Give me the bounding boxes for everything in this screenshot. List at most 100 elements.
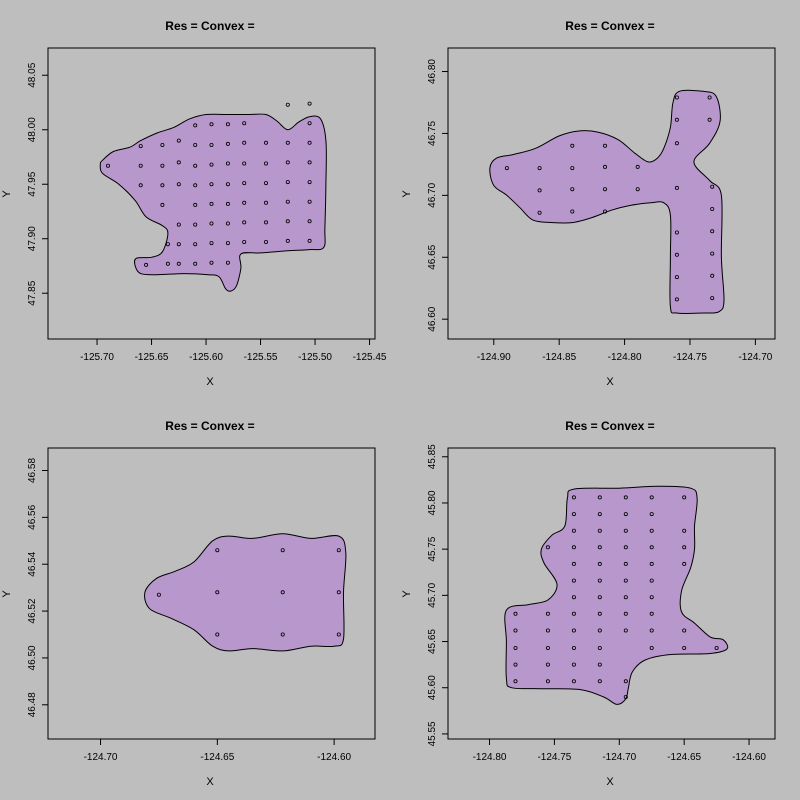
- data-point: [307, 238, 312, 243]
- data-point: [649, 561, 654, 566]
- data-point: [571, 578, 576, 583]
- data-point: [513, 662, 518, 667]
- x-axis: -125.70 -125.65 -125.60 -125.55 -125.50 -125.…: [80, 338, 387, 363]
- y-tick-label: 46.80: [427, 59, 438, 84]
- data-point: [209, 241, 214, 246]
- data-point: [710, 296, 715, 301]
- data-point: [225, 260, 230, 265]
- y-tick-label: 45.85: [427, 444, 438, 469]
- panel: Res = Convex = -125.70 -125.65 -125.60 -125…: [1, 19, 387, 388]
- data-point: [597, 561, 602, 566]
- y-tick-label: 48.05: [27, 62, 38, 87]
- data-point: [242, 239, 247, 244]
- x-tick-label: -124.90: [477, 352, 511, 363]
- x-tick-label: -125.60: [189, 352, 223, 363]
- y-axis-label: Y: [1, 190, 13, 198]
- y-tick-label: 47.85: [27, 280, 38, 305]
- data-point: [545, 545, 550, 550]
- data-point: [597, 628, 602, 633]
- data-point: [106, 163, 111, 168]
- data-point: [597, 578, 602, 583]
- data-point: [285, 238, 290, 243]
- data-point: [603, 143, 608, 148]
- y-tick-label: 47.90: [27, 226, 38, 251]
- data-point: [570, 166, 575, 171]
- data-point: [649, 545, 654, 550]
- data-point: [545, 611, 550, 616]
- data-point: [682, 528, 687, 533]
- data-point: [280, 548, 285, 553]
- data-point: [307, 199, 312, 204]
- x-axis: -124.70 -124.65 -124.60: [84, 738, 352, 763]
- data-point: [649, 595, 654, 600]
- data-point: [649, 495, 654, 500]
- data-point: [285, 140, 290, 145]
- data-point: [674, 95, 679, 100]
- x-tick-label: -124.75: [537, 752, 571, 763]
- data-point: [156, 592, 161, 597]
- data-point: [280, 632, 285, 637]
- data-point: [674, 141, 679, 146]
- data-point: [225, 122, 230, 127]
- x-tick-label: -125.65: [135, 352, 169, 363]
- data-point: [225, 221, 230, 226]
- data-point: [597, 679, 602, 684]
- y-tick-label: 46.58: [27, 458, 38, 483]
- data-point: [570, 143, 575, 148]
- data-point: [674, 275, 679, 280]
- data-point: [571, 595, 576, 600]
- y-tick-label: 48.00: [27, 117, 38, 142]
- data-point: [714, 646, 719, 651]
- y-axis-label: Y: [401, 190, 413, 198]
- x-tick-label: -125.55: [244, 352, 278, 363]
- data-point: [649, 611, 654, 616]
- data-point: [307, 121, 312, 126]
- y-tick-label: 45.70: [427, 582, 438, 607]
- data-point: [623, 628, 628, 633]
- region-layer: [489, 89, 725, 314]
- data-point: [571, 662, 576, 667]
- data-point: [263, 181, 268, 186]
- data-point: [263, 161, 268, 166]
- data-point: [176, 138, 181, 143]
- data-point: [193, 261, 198, 266]
- data-point: [176, 242, 181, 247]
- data-point: [623, 528, 628, 533]
- data-point: [242, 140, 247, 145]
- data-point: [215, 632, 220, 637]
- data-point: [649, 628, 654, 633]
- panel-title: Res = Convex =: [165, 419, 254, 433]
- data-point: [623, 495, 628, 500]
- y-axis: 45.55 45.60 45.65 45.70 45.75 45.80 45.85: [427, 444, 449, 746]
- x-axis-label: X: [606, 776, 614, 788]
- data-point: [603, 209, 608, 214]
- data-point: [242, 121, 247, 126]
- data-point: [623, 578, 628, 583]
- data-point: [165, 261, 170, 266]
- data-point: [242, 181, 247, 186]
- data-point: [571, 545, 576, 550]
- data-point: [571, 512, 576, 517]
- data-point: [597, 611, 602, 616]
- data-point: [307, 160, 312, 165]
- data-point: [682, 495, 687, 500]
- data-point: [710, 229, 715, 234]
- data-point: [285, 180, 290, 185]
- data-point: [138, 144, 143, 149]
- data-point: [513, 628, 518, 633]
- data-point: [263, 200, 268, 205]
- x-tick-label: -124.65: [667, 752, 701, 763]
- data-point: [537, 210, 542, 215]
- data-point: [215, 590, 220, 595]
- y-axis: 47.85 47.90 47.95 48.00 48.05: [27, 62, 49, 306]
- data-point: [537, 166, 542, 171]
- data-point: [513, 646, 518, 651]
- data-point: [682, 561, 687, 566]
- data-point: [649, 528, 654, 533]
- y-axis-label: Y: [401, 590, 413, 598]
- data-point: [597, 545, 602, 550]
- data-point: [597, 495, 602, 500]
- y-tick-label: 46.60: [427, 306, 438, 331]
